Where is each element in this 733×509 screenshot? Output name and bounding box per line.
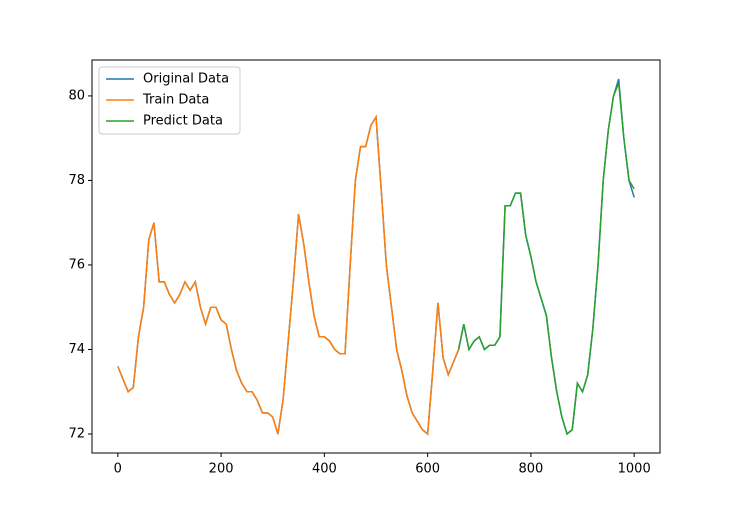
y-tick-label: 76 <box>68 257 85 272</box>
y-tick-label: 72 <box>68 426 85 441</box>
y-tick-label: 78 <box>68 173 85 188</box>
legend-box <box>98 66 241 135</box>
x-tick-label: 1000 <box>618 462 651 477</box>
y-tick-label: 80 <box>68 88 85 103</box>
legend-label: Original Data <box>143 72 229 87</box>
data-line <box>457 82 635 436</box>
legend-label: Train Data <box>142 93 209 108</box>
legend-label: Predict Data <box>143 114 223 129</box>
y-tick-label: 74 <box>68 342 85 357</box>
x-tick-label: 200 <box>209 462 234 477</box>
x-tick-label: 400 <box>312 462 337 477</box>
x-tick-label: 600 <box>415 462 440 477</box>
data-line <box>117 114 460 436</box>
x-tick-label: 0 <box>114 462 122 477</box>
x-tick-label: 800 <box>518 462 543 477</box>
plot-frame <box>91 59 661 454</box>
